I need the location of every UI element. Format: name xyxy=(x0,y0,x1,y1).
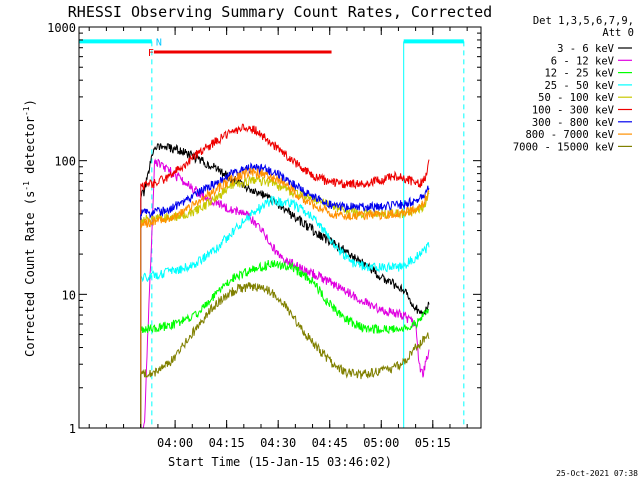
legend-header-line-1: Det 1,3,5,6,7,9, xyxy=(533,15,634,27)
y-tick-label-3: 1000 xyxy=(47,21,76,35)
plot-frame xyxy=(78,26,482,429)
chart-title: RHESSI Observing Summary Count Rates, Co… xyxy=(68,3,492,21)
series-line-4 xyxy=(140,174,430,428)
footer-timestamp: 25-Oct-2021 07:38 xyxy=(556,469,638,478)
legend-label-6: 300 - 800 keV xyxy=(532,117,615,129)
series-line-7 xyxy=(140,167,430,428)
y-tick-label-2: 100 xyxy=(54,155,76,169)
x-tick-label-5: 05:15 xyxy=(415,436,451,450)
legend-label-3: 25 - 50 keV xyxy=(544,80,614,92)
legend-label-0: 3 - 6 keV xyxy=(557,43,615,55)
legend-label-5: 100 - 300 keV xyxy=(532,105,615,117)
x-axis: 04:00 04:15 04:30 04:45 05:00 05:15 xyxy=(88,27,468,450)
legend-header-line-2: Att 0 xyxy=(602,27,634,39)
y-tick-label-0: 1 xyxy=(69,422,76,436)
x-axis-label: Start Time (15-Jan-15 03:46:02) xyxy=(168,455,392,469)
series-line-3 xyxy=(140,195,430,428)
series-line-5 xyxy=(140,123,430,428)
y-tick-label-1: 10 xyxy=(62,288,76,302)
x-tick-label-2: 04:30 xyxy=(260,436,296,450)
x-tick-label-4: 05:00 xyxy=(363,436,399,450)
x-tick-label-3: 04:45 xyxy=(312,436,348,450)
y-axis: 1 10 100 1000 xyxy=(47,21,481,436)
legend-label-8: 7000 - 15000 keV xyxy=(513,141,615,153)
legend-label-7: 800 - 7000 keV xyxy=(525,129,614,141)
legend-label-4: 50 - 100 keV xyxy=(538,92,615,104)
series-line-2 xyxy=(140,259,430,428)
series-line-8 xyxy=(140,282,430,428)
y-axis-label: Corrected Count Rate (s-1 detector-1) xyxy=(22,99,37,357)
legend-label-1: 6 - 12 keV xyxy=(551,55,615,67)
x-tick-label-0: 04:00 xyxy=(157,436,193,450)
legend-label-2: 12 - 25 keV xyxy=(544,68,614,80)
x-tick-label-1: 04:15 xyxy=(209,436,245,450)
flag-label-f: F xyxy=(148,48,154,59)
flag-label-n: N xyxy=(156,37,162,48)
series-line-0 xyxy=(140,143,430,428)
